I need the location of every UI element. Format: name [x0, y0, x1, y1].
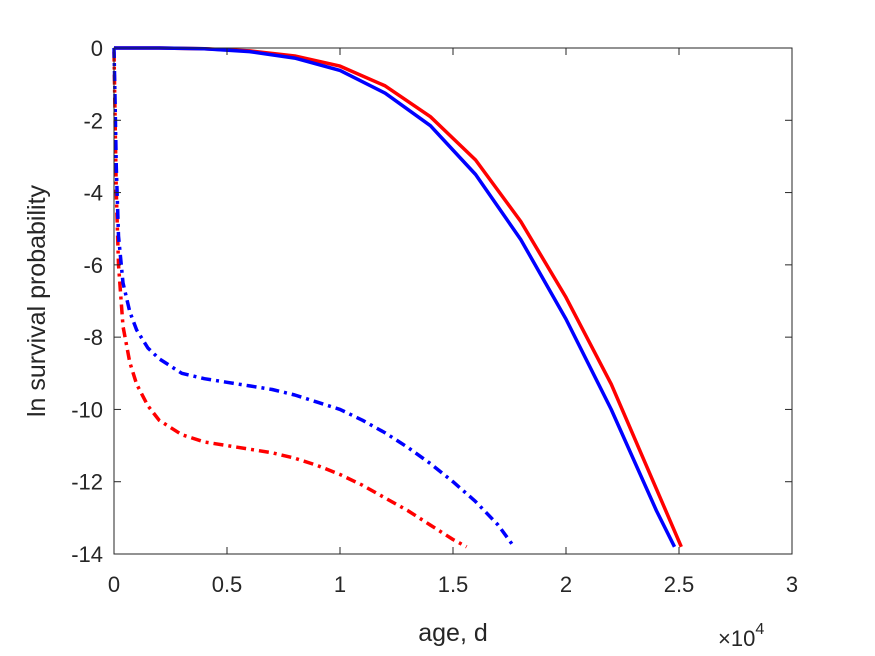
x-axis-label: age, d	[418, 619, 488, 647]
y-tick-label: -2	[83, 108, 103, 133]
x-tick-label: 3	[786, 572, 798, 597]
y-tick-label: -4	[83, 181, 103, 206]
plot-area	[114, 48, 792, 554]
tick-layer: 0 0.5 1 1.5 2 2.5 3 0 -2 -4 -6 -8 -10 -12 -14	[71, 36, 798, 597]
series-line-2	[114, 46, 677, 548]
y-tick-label: -14	[71, 542, 103, 567]
x-tick-label: 1.5	[438, 572, 469, 597]
series-line-4	[112, 47, 516, 548]
x-tick-label: 1	[334, 572, 346, 597]
series-layer	[112, 46, 683, 549]
x-multiplier-base: ×10	[718, 626, 755, 651]
series-line-3	[112, 51, 468, 549]
y-tick-label: -12	[71, 470, 103, 495]
x-tick-label: 0	[108, 572, 120, 597]
y-axis-label: ln survival probability	[23, 184, 51, 417]
x-axis-multiplier: ×104	[718, 621, 764, 651]
y-tick-label: 0	[91, 36, 103, 61]
x-tick-label: 0.5	[212, 572, 243, 597]
x-multiplier-exponent: 4	[755, 621, 764, 638]
y-tick-label: -10	[71, 397, 103, 422]
y-tick-label: -6	[83, 253, 103, 278]
y-tick-label: -8	[83, 325, 103, 350]
x-tick-label: 2.5	[664, 572, 695, 597]
x-tick-label: 2	[560, 572, 572, 597]
